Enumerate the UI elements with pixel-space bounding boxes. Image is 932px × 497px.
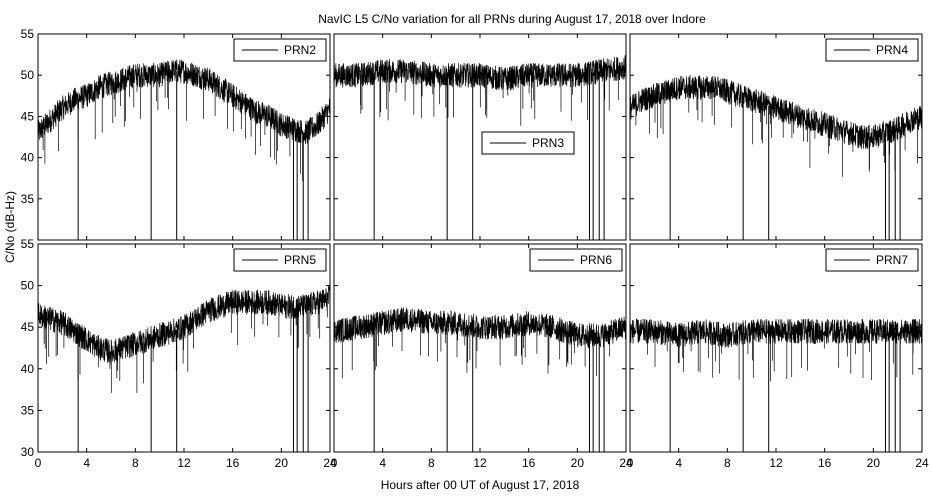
x-tick-label: 20: [571, 456, 585, 470]
x-tick-label: 24: [323, 456, 337, 470]
x-tick-label: 20: [867, 456, 881, 470]
x-tick-label: 0: [35, 456, 42, 470]
y-tick-label: 55: [21, 27, 35, 41]
chart-title: NavIC L5 C/No variation for all PRNs dur…: [318, 12, 706, 26]
legend: PRN7: [825, 248, 919, 272]
x-tick-label: 20: [275, 456, 289, 470]
x-axis-label: Hours after 00 UT of August 17, 2018: [381, 478, 580, 492]
x-tick-label: 16: [522, 456, 536, 470]
y-tick-label: 30: [21, 445, 35, 459]
x-tick-label: 8: [724, 456, 731, 470]
y-tick-label: 50: [21, 68, 35, 82]
y-tick-label: 40: [21, 362, 35, 376]
panel-prn2: 35 40 45 50 55 PRN2: [21, 27, 331, 241]
series-line-prn4: [630, 75, 922, 149]
x-tick-label: 8: [132, 456, 139, 470]
panel-prn3: PRN3: [333, 33, 627, 241]
x-tick-label: 16: [226, 456, 240, 470]
legend-label: PRN6: [580, 253, 612, 267]
series-spikes: [360, 68, 619, 126]
legend: PRN5: [233, 248, 327, 272]
series-line-prn6: [334, 307, 626, 348]
panel-prn5: 30 35 40 45 50 55 0 4 8 12 16 20 24 PRN5: [21, 237, 337, 470]
series-spikes: [42, 72, 303, 182]
series-line-prn7: [630, 317, 922, 348]
series-spikes: [43, 299, 328, 393]
y-axis-label: C/No (dB-Hz): [3, 191, 17, 263]
legend-label: PRN5: [284, 253, 316, 267]
legend-box: [529, 248, 623, 272]
x-tick-label: 4: [379, 456, 386, 470]
series-spikes: [341, 319, 611, 379]
legend-box: [233, 248, 327, 272]
legend-label: PRN4: [876, 43, 908, 57]
x-tick-label: 12: [177, 456, 191, 470]
legend: PRN3: [481, 131, 575, 155]
y-tick-label: 35: [21, 192, 35, 206]
series-spikes: [647, 331, 914, 382]
y-tick-label: 45: [21, 320, 35, 334]
series-line-prn3: [334, 55, 626, 91]
panel-prn7: 0 4 8 12 16 20 24 PRN7: [627, 243, 929, 470]
x-tick-label: 8: [428, 456, 435, 470]
x-tick-label: 4: [675, 456, 682, 470]
x-tick-label: 0: [627, 456, 634, 470]
legend: PRN4: [825, 38, 919, 62]
series-line-prn5: [38, 285, 330, 365]
panel-prn4: PRN4: [629, 33, 923, 241]
x-tick-label: 24: [619, 456, 633, 470]
legend: PRN2: [233, 38, 327, 62]
legend-label: PRN2: [284, 43, 316, 57]
legend-box: [825, 248, 919, 272]
legend-label: PRN7: [876, 253, 908, 267]
y-tick-label: 40: [21, 151, 35, 165]
x-tick-label: 16: [818, 456, 832, 470]
y-tick-label: 35: [21, 403, 35, 417]
y-tick-label: 55: [21, 237, 35, 251]
x-tick-label: 24: [915, 456, 929, 470]
legend-box: [825, 38, 919, 62]
legend-box: [481, 131, 575, 155]
series-spikes: [635, 87, 918, 177]
x-tick-label: 0: [331, 456, 338, 470]
y-tick-label: 45: [21, 109, 35, 123]
x-tick-label: 12: [769, 456, 783, 470]
x-tick-label: 12: [473, 456, 487, 470]
legend-label: PRN3: [532, 136, 564, 150]
legend: PRN6: [529, 248, 623, 272]
legend-box: [233, 38, 327, 62]
panel-prn6: 0 4 8 12 16 20 24 PRN6: [331, 243, 633, 470]
axes-frame: [333, 243, 627, 453]
x-tick-label: 4: [83, 456, 90, 470]
y-tick-label: 50: [21, 279, 35, 293]
series-line-prn2: [38, 59, 330, 145]
axes-frame: [629, 243, 923, 453]
